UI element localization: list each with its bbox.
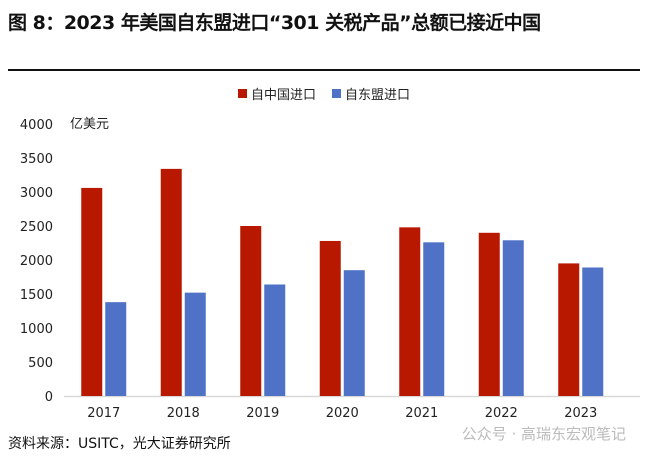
bar-china-2023 <box>558 263 580 396</box>
y-tick-label: 2500 <box>20 220 53 235</box>
bar-asean-2018 <box>184 292 206 396</box>
legend-item-china: 自中国进口 <box>237 84 316 103</box>
y-tick-label: 0 <box>45 390 53 405</box>
y-tick-label: 500 <box>28 356 53 371</box>
legend-swatch <box>332 89 341 98</box>
bar-asean-2019 <box>264 284 286 396</box>
x-tick-label: 2020 <box>326 406 359 421</box>
bar-china-2021 <box>399 227 421 396</box>
y-tick-label: 3500 <box>20 152 53 167</box>
bar-asean-2020 <box>343 270 365 396</box>
y-tick-label: 3000 <box>20 186 53 201</box>
x-tick-label: 2023 <box>564 406 597 421</box>
watermark: 公众号 · 高瑞东宏观笔记 <box>461 425 626 443</box>
y-tick-label: 1500 <box>20 288 53 303</box>
figure-title: 图 8：2023 年美国自东盟进口“301 关税产品”总额已接近中国 <box>8 12 541 34</box>
title-divider <box>8 69 640 71</box>
legend-label: 自中国进口 <box>250 88 316 103</box>
legend: 自中国进口 自东盟进口 <box>0 84 648 103</box>
bar-china-2019 <box>240 226 262 396</box>
bar-china-2022 <box>478 232 500 396</box>
y-tick-label: 2000 <box>20 254 53 269</box>
y-tick-label: 1000 <box>20 322 53 337</box>
bar-asean-2017 <box>105 302 127 396</box>
x-tick-label: 2021 <box>405 406 438 421</box>
legend-item-asean: 自东盟进口 <box>332 84 410 103</box>
bar-china-2017 <box>81 187 103 396</box>
bar-china-2020 <box>319 240 341 396</box>
source-note: 资料来源：USITC，光大证券研究所 <box>8 436 231 452</box>
y-axis-unit: 亿美元 <box>70 117 109 132</box>
x-tick-label: 2019 <box>246 406 279 421</box>
legend-swatch <box>237 89 247 98</box>
bar-china-2018 <box>160 168 182 396</box>
x-tick-label: 2022 <box>485 406 518 421</box>
y-tick-label: 4000 <box>20 118 53 133</box>
legend-label: 自东盟进口 <box>345 88 411 103</box>
bar-asean-2021 <box>423 242 445 396</box>
bar-asean-2022 <box>502 240 524 396</box>
x-tick-label: 2018 <box>167 406 200 421</box>
x-tick-label: 2017 <box>87 406 120 421</box>
bar-asean-2023 <box>582 267 604 396</box>
